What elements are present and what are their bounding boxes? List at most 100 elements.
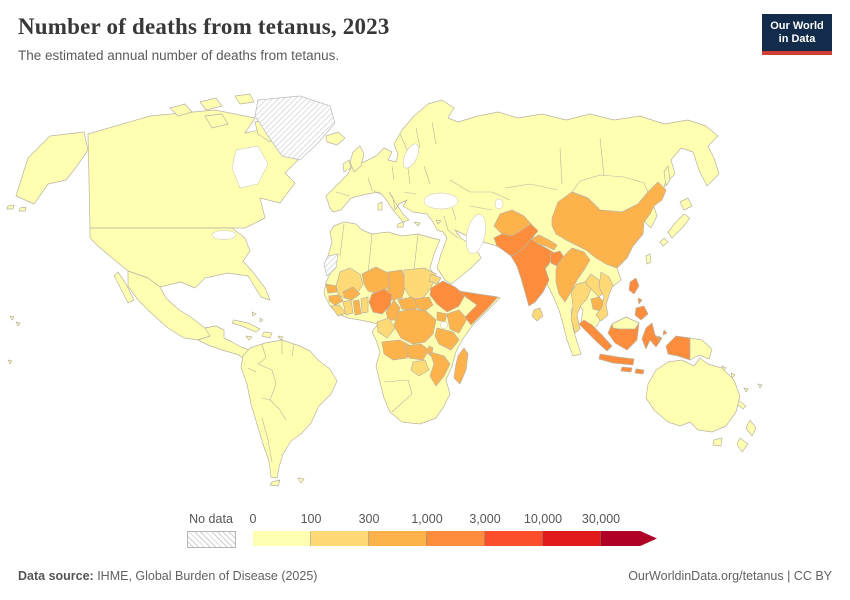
country-canada[interactable]: [87, 109, 301, 229]
header: Number of deaths from tetanus, 2023 The …: [18, 14, 832, 63]
legend-tick-label: 1,000: [411, 512, 443, 526]
legend-band[interactable]: [601, 531, 657, 546]
country-cuba[interactable]: [231, 319, 261, 333]
legend-band[interactable]: [427, 531, 485, 546]
world-map: [0, 88, 850, 508]
footer-link[interactable]: OurWorldinData.org/tetanus | CC BY: [628, 569, 832, 583]
legend-band[interactable]: [253, 531, 311, 546]
island-tasmania[interactable]: [712, 437, 723, 447]
country-kenya[interactable]: [446, 309, 468, 334]
country-mozambique[interactable]: [429, 351, 451, 387]
country-zimbabwe[interactable]: [410, 359, 430, 377]
great-lakes: [211, 230, 237, 240]
aleutian-islands[interactable]: [6, 204, 27, 212]
country-dr-congo[interactable]: [393, 308, 437, 345]
country-zambia[interactable]: [404, 343, 430, 361]
country-papua-new-guinea[interactable]: [689, 337, 713, 361]
legend-band[interactable]: [311, 531, 369, 546]
country-alaska[interactable]: [15, 131, 89, 205]
page-title: Number of deaths from tetanus, 2023: [18, 14, 390, 39]
country-eritrea[interactable]: [428, 273, 442, 285]
data-source: Data source: IHME, Global Burden of Dise…: [18, 569, 317, 583]
legend-tick-label: 10,000: [523, 512, 563, 526]
country-nepal[interactable]: [530, 234, 558, 251]
owid-logo[interactable]: Our World in Data: [762, 14, 832, 55]
country-angola[interactable]: [381, 339, 412, 361]
country-australia[interactable]: [645, 357, 741, 433]
legend-band[interactable]: [369, 531, 427, 546]
country-south-sudan[interactable]: [414, 296, 434, 312]
island-hispaniola[interactable]: [261, 331, 273, 339]
black-sea: [423, 192, 459, 210]
island-puerto-rico[interactable]: [277, 335, 284, 341]
island-taiwan[interactable]: [645, 253, 652, 265]
data-source-text: IHME, Global Burden of Disease (2025): [93, 569, 318, 583]
mediterranean-islands[interactable]: [377, 201, 442, 228]
country-sri-lanka[interactable]: [531, 307, 544, 322]
legend-tick-label: 0: [249, 512, 257, 526]
country-ethiopia[interactable]: [429, 280, 466, 313]
hudson-bay: [231, 145, 269, 189]
country-usa[interactable]: [89, 227, 271, 301]
legend-band[interactable]: [485, 531, 543, 546]
islands-melanesia[interactable]: [721, 365, 763, 393]
country-uk[interactable]: [349, 145, 365, 173]
country-uganda[interactable]: [436, 311, 448, 323]
country-japan[interactable]: [659, 197, 693, 247]
country-guinea[interactable]: [328, 294, 344, 306]
country-iceland[interactable]: [325, 131, 346, 146]
legend-tick-label: 300: [358, 512, 380, 526]
country-burkina-faso[interactable]: [342, 286, 361, 301]
data-source-label: Data source:: [18, 569, 94, 583]
legend-tick-label: 30,000: [581, 512, 621, 526]
legend-band[interactable]: [543, 531, 601, 546]
country-new-zealand[interactable]: [736, 419, 757, 453]
baltic-sea: [403, 143, 419, 169]
country-nigeria[interactable]: [368, 288, 393, 315]
country-somalia[interactable]: [458, 290, 499, 326]
aral-sea: [494, 198, 504, 210]
country-senegal[interactable]: [325, 283, 338, 294]
baja-california[interactable]: [113, 271, 135, 304]
country-philippines[interactable]: [628, 277, 649, 321]
choropleth-svg: [6, 93, 763, 487]
islands-hawaii[interactable]: [7, 315, 21, 365]
country-madagascar[interactable]: [453, 347, 469, 385]
logo-line1: Our World: [770, 20, 824, 32]
country-thailand[interactable]: [570, 281, 592, 334]
lake-victoria: [440, 321, 448, 329]
island-sakhalin[interactable]: [663, 165, 671, 187]
region-congo-gabon[interactable]: [376, 317, 396, 339]
country-sudan[interactable]: [403, 267, 437, 300]
logo-line2: in Data: [778, 33, 816, 45]
north-africa-borders: [339, 223, 419, 413]
legend-bar: [253, 531, 657, 546]
region-south-america[interactable]: [240, 339, 338, 479]
island-tierra-del-fuego[interactable]: [269, 479, 281, 487]
region-togo-benin[interactable]: [360, 296, 369, 314]
island-jamaica[interactable]: [245, 335, 253, 341]
chart-subtitle: The estimated annual number of deaths fr…: [18, 48, 340, 63]
country-greenland[interactable]: [254, 95, 336, 161]
south-america-borders: [247, 340, 295, 463]
map-legend: No data 0 100 300 1,000 3,000 10,000 30,000: [0, 512, 850, 554]
country-western-sahara[interactable]: [323, 253, 339, 277]
no-data-swatch[interactable]: [187, 531, 236, 548]
no-data-label: No data: [189, 512, 233, 526]
country-chad[interactable]: [385, 269, 407, 301]
islands-bahamas[interactable]: [251, 311, 264, 323]
country-ghana[interactable]: [352, 299, 362, 316]
country-ireland[interactable]: [342, 159, 352, 173]
islands-falkland[interactable]: [297, 477, 305, 484]
country-india[interactable]: [510, 238, 557, 307]
footer: Data source: IHME, Global Burden of Dise…: [18, 569, 832, 583]
mongolia-border: [571, 174, 649, 213]
caspian-sea: [466, 214, 486, 254]
country-tanzania[interactable]: [434, 327, 460, 351]
country-cote-divoire[interactable]: [342, 299, 354, 316]
region-malaysia-borneo[interactable]: [611, 316, 640, 330]
legend-tick-label: 100: [300, 512, 322, 526]
country-vietnam[interactable]: [595, 271, 614, 322]
legend-tick-label: 3,000: [469, 512, 501, 526]
